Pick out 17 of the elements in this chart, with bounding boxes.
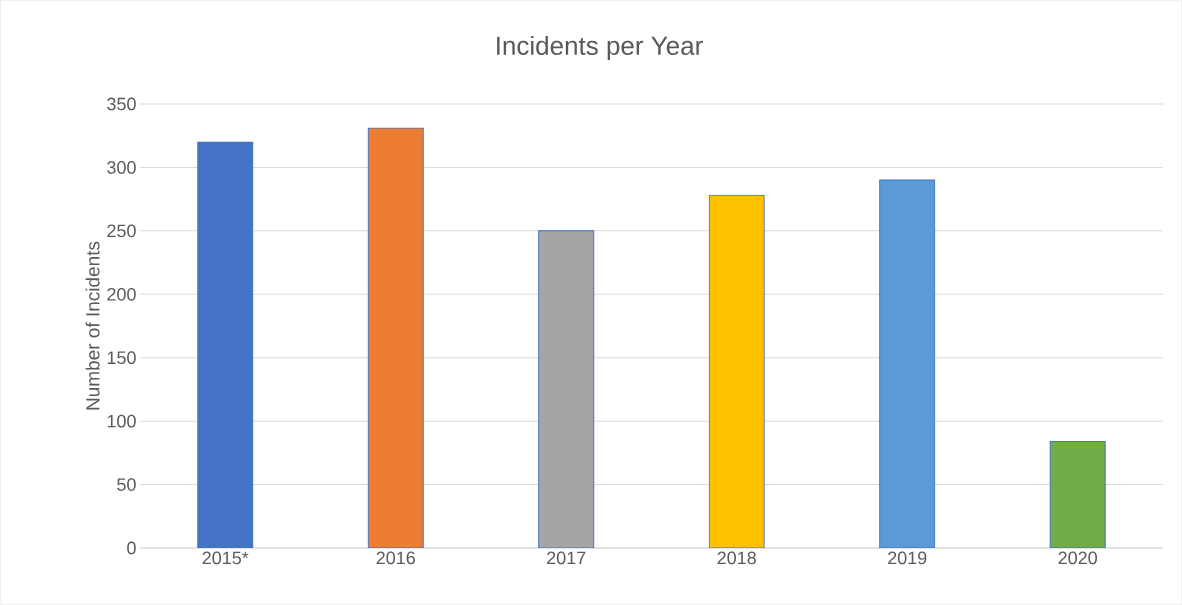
y-tick-label: 150 <box>107 351 136 365</box>
x-tick-label: 2016 <box>376 551 415 565</box>
y-tick-label: 300 <box>107 161 136 174</box>
x-tick-label: 2020 <box>1058 551 1098 565</box>
x-tick-label: 2017 <box>547 551 586 565</box>
y-tick-label: 200 <box>107 287 136 301</box>
x-tick-label: 2018 <box>717 551 756 565</box>
x-tick-label: 2019 <box>888 551 927 565</box>
y-tick-label: 100 <box>107 414 136 428</box>
y-tick-label: 250 <box>107 224 136 238</box>
y-tick-label: 350 <box>107 97 136 111</box>
x-tick-label: 2015* <box>202 551 249 565</box>
y-axis-title: Number of Incidents <box>85 241 100 410</box>
y-tick-label: 0 <box>127 541 136 555</box>
chart-title: Incidents per Year <box>497 35 703 61</box>
bar <box>708 194 765 548</box>
y-tick-label: 50 <box>117 478 136 491</box>
